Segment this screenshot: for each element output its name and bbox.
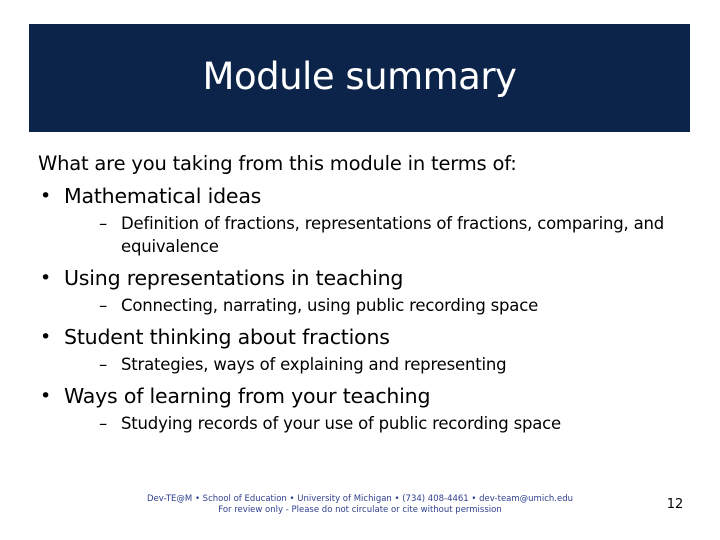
bullet-item: • Ways of learning from your teaching – … [38, 380, 688, 435]
bullet-mark: • [40, 385, 52, 407]
sub-text: Connecting, narrating, using public reco… [121, 296, 539, 315]
bullet-text: Ways of learning from your teaching [64, 384, 431, 408]
sub-mark: – [99, 296, 108, 315]
slide-content: What are you taking from this module in … [38, 150, 688, 439]
sub-item: – Definition of fractions, representatio… [64, 212, 681, 258]
bullet-item: • Using representations in teaching – Co… [38, 262, 688, 317]
bullet-item: • Student thinking about fractions – Str… [38, 321, 688, 376]
intro-text: What are you taking from this module in … [38, 152, 517, 175]
footer: Dev-TE@M • School of Education • Univers… [140, 494, 580, 516]
sub-text: Definition of fractions, representations… [121, 214, 665, 256]
bullet-text: Student thinking about fractions [64, 325, 390, 349]
sub-item: – Studying records of your use of public… [64, 412, 681, 435]
bullet-mark: • [40, 326, 52, 348]
title-bar: Module summary [29, 24, 690, 132]
bullet-item: • Mathematical ideas – Definition of fra… [38, 180, 688, 258]
bullet-list: • Mathematical ideas – Definition of fra… [38, 180, 688, 435]
bullet-mark: • [40, 185, 52, 207]
sub-list: – Strategies, ways of explaining and rep… [64, 353, 688, 376]
sub-item: – Strategies, ways of explaining and rep… [64, 353, 681, 376]
bullet-text: Using representations in teaching [64, 266, 404, 290]
slide-title: Module summary [202, 54, 517, 98]
sub-mark: – [99, 414, 108, 433]
sub-list: – Studying records of your use of public… [64, 412, 688, 435]
sub-text: Strategies, ways of explaining and repre… [121, 355, 507, 374]
bullet-text: Mathematical ideas [64, 184, 262, 208]
footer-contact: Dev-TE@M • School of Education • Univers… [147, 494, 573, 504]
sub-mark: – [99, 214, 108, 233]
footer-notice: For review only - Please do not circulat… [218, 505, 502, 515]
sub-mark: – [99, 355, 108, 374]
page-number: 12 [666, 497, 684, 512]
bullet-mark: • [40, 267, 52, 289]
sub-item: – Connecting, narrating, using public re… [64, 294, 681, 317]
sub-list: – Connecting, narrating, using public re… [64, 294, 688, 317]
sub-list: – Definition of fractions, representatio… [64, 212, 688, 258]
sub-text: Studying records of your use of public r… [121, 414, 562, 433]
